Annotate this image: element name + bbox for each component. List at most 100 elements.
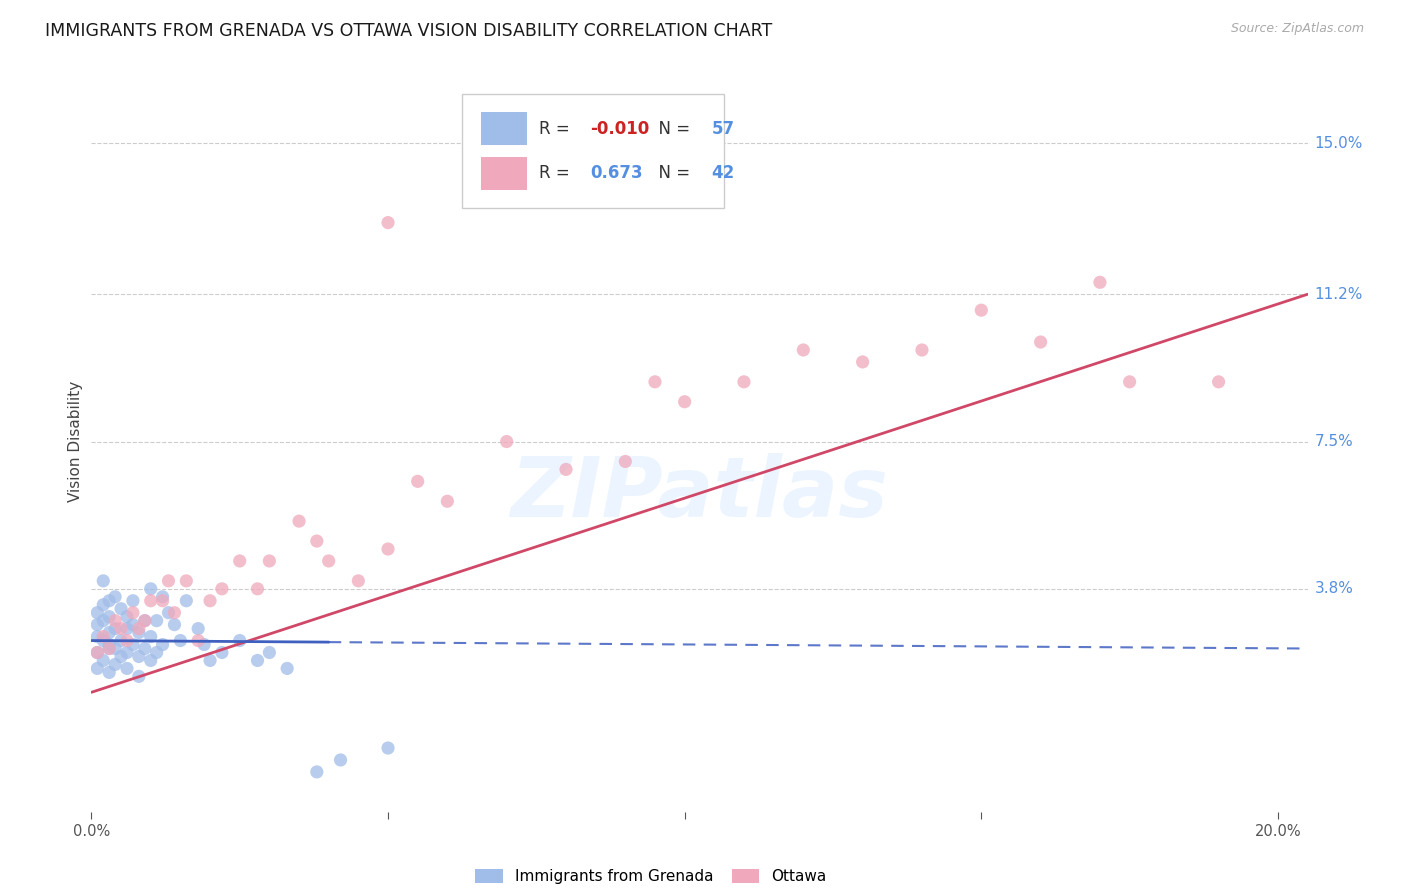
Point (259, 554, 281, 568)
Point (329, 753, 352, 767)
Y-axis label: Vision Disability: Vision Disability (67, 381, 83, 502)
Point (555, 462, 578, 476)
Point (198, 653, 221, 667)
Point (228, 633, 250, 648)
Point (104, 622, 127, 636)
Point (115, 661, 138, 675)
Point (134, 614, 156, 628)
Point (198, 593, 221, 607)
Point (98, 638, 121, 652)
Text: R =: R = (538, 120, 575, 137)
FancyBboxPatch shape (481, 112, 527, 145)
Point (733, 375, 755, 389)
Point (91, 574, 114, 588)
Point (911, 343, 934, 357)
Point (115, 646, 138, 660)
Point (139, 582, 162, 596)
Point (305, 764, 328, 779)
Point (104, 657, 127, 672)
Text: Source: ZipAtlas.com: Source: ZipAtlas.com (1230, 22, 1364, 36)
Point (86, 617, 108, 632)
Point (152, 593, 174, 607)
Point (91, 633, 114, 648)
Point (86, 606, 108, 620)
Point (134, 641, 156, 656)
Point (187, 633, 209, 648)
FancyBboxPatch shape (463, 94, 724, 209)
Point (139, 593, 162, 607)
Point (145, 614, 167, 628)
Point (134, 614, 156, 628)
Point (115, 633, 138, 648)
Point (86, 646, 108, 660)
Point (259, 646, 281, 660)
Point (98, 641, 121, 656)
Point (211, 582, 233, 596)
Point (1088, 276, 1111, 290)
Point (128, 649, 150, 664)
Point (152, 638, 174, 652)
Point (98, 665, 121, 680)
Point (644, 375, 666, 389)
FancyBboxPatch shape (481, 156, 527, 190)
Point (157, 574, 180, 588)
Point (98, 625, 121, 640)
Point (115, 609, 138, 624)
Point (91, 630, 114, 644)
Point (377, 216, 399, 230)
Text: 57: 57 (711, 120, 735, 137)
Point (318, 554, 340, 568)
Point (104, 614, 127, 628)
Point (1029, 334, 1052, 349)
Point (246, 653, 269, 667)
Point (128, 669, 150, 683)
Point (152, 590, 174, 604)
Point (792, 343, 814, 357)
Point (110, 633, 132, 648)
Text: 15.0%: 15.0% (1315, 136, 1362, 151)
Point (104, 590, 127, 604)
Point (145, 646, 167, 660)
Point (305, 534, 328, 549)
Point (86, 661, 108, 675)
Point (211, 646, 233, 660)
Point (614, 454, 637, 468)
Point (495, 434, 517, 449)
Point (288, 514, 311, 528)
Text: 42: 42 (711, 164, 735, 182)
Point (970, 303, 993, 318)
Point (193, 638, 215, 652)
Point (377, 541, 399, 556)
Point (98, 609, 121, 624)
Point (163, 617, 186, 632)
Text: 7.5%: 7.5% (1315, 434, 1353, 449)
Point (169, 633, 191, 648)
Point (110, 601, 132, 615)
Point (128, 625, 150, 640)
Point (157, 606, 180, 620)
Text: N =: N = (648, 120, 696, 137)
Point (673, 394, 696, 409)
Point (91, 653, 114, 667)
Point (246, 582, 269, 596)
Point (122, 606, 145, 620)
Point (176, 574, 198, 588)
Point (347, 574, 370, 588)
Point (91, 614, 114, 628)
Point (139, 630, 162, 644)
Point (276, 661, 298, 675)
Point (1118, 375, 1140, 389)
Point (91, 598, 114, 612)
Point (852, 355, 875, 369)
Point (86, 646, 108, 660)
Point (176, 593, 198, 607)
Point (187, 622, 209, 636)
Text: 11.2%: 11.2% (1315, 286, 1362, 301)
Text: -0.010: -0.010 (591, 120, 650, 137)
Point (228, 554, 250, 568)
Point (98, 593, 121, 607)
Text: ZIPatlas: ZIPatlas (510, 453, 889, 534)
Point (115, 622, 138, 636)
Point (139, 653, 162, 667)
Point (406, 475, 429, 489)
